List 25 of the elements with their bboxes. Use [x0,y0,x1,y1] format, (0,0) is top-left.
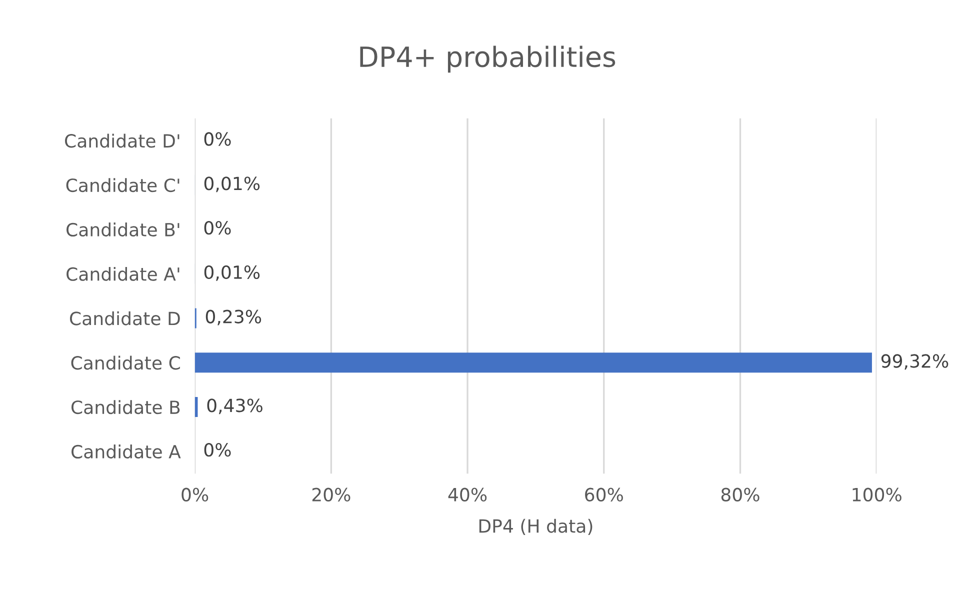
bar [194,352,872,373]
data-label: 0% [204,132,231,146]
data-label: 0% [204,442,231,457]
y-tick-label: Candidate A [72,444,181,459]
y-tick-label: Candidate D [70,311,180,326]
data-label: 99,32% [881,354,948,370]
x-tick-label: 60% [585,488,623,502]
data-label: 0,23% [206,310,262,326]
x-tick-label: 80% [721,488,760,502]
data-label: 0% [204,220,231,235]
x-tick-label: 40% [448,488,487,502]
x-axis-title: DP4 (H data) [479,518,592,535]
y-tick-label: Candidate C [71,356,180,370]
data-label: 0,01% [204,265,260,281]
chart-title: DP4+ probabilities [360,46,616,73]
y-tick-label: Candidate D' [65,134,180,148]
y-tick-label: Candidate C' [66,178,180,192]
data-label: 0,43% [207,398,262,414]
data-label: 0,01% [204,176,260,192]
x-tick-label: 0% [182,488,208,502]
y-tick-label: Candidate A' [66,266,180,281]
x-tick-label: 100% [852,488,902,502]
y-tick-label: Candidate B' [66,222,180,237]
x-tick-label: 20% [312,488,350,502]
y-tick-label: Candidate B [71,400,180,414]
